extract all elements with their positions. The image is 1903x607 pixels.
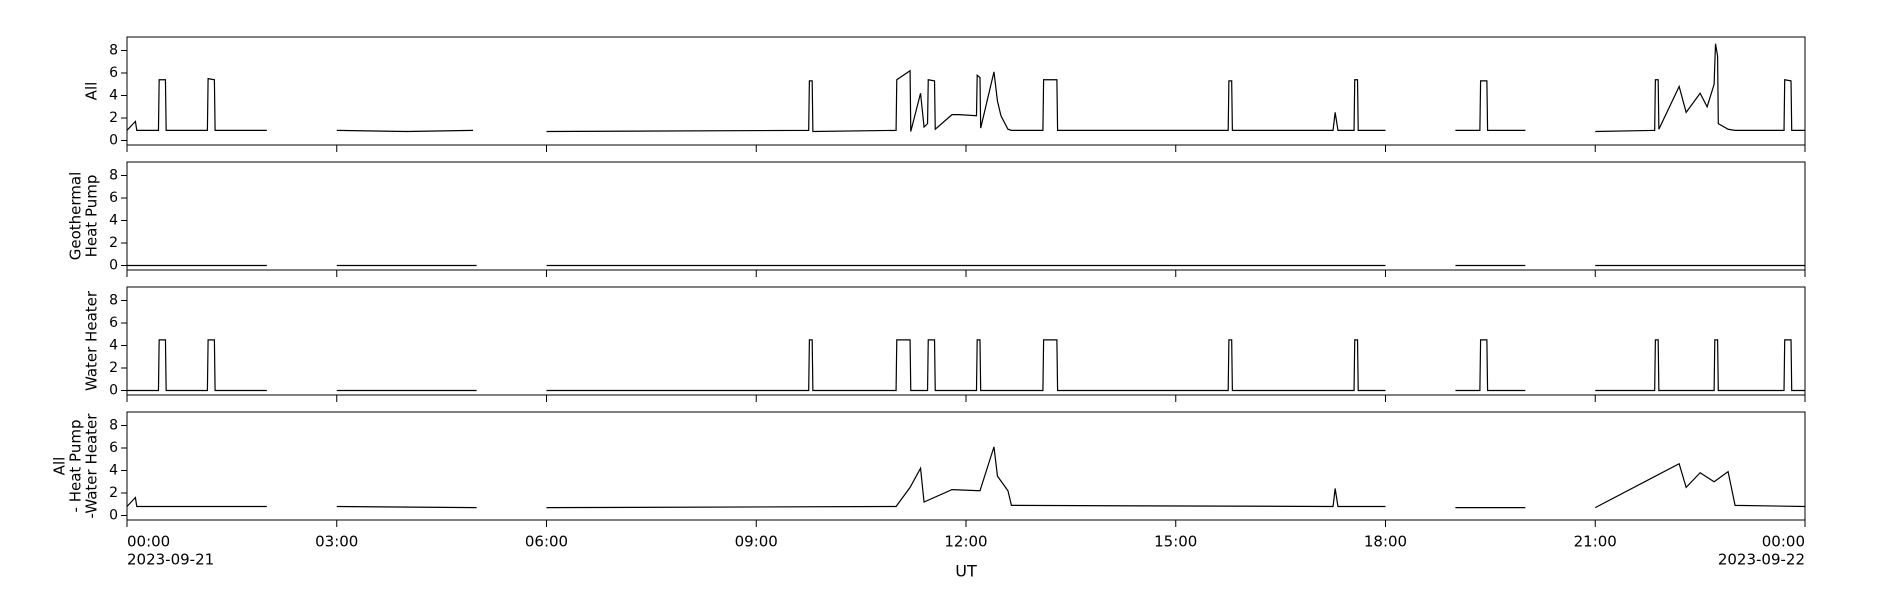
- y-tick-label: 2: [109, 110, 118, 126]
- x-tick-label: 06:00: [525, 533, 568, 551]
- y-axis-label: Water Heater: [83, 290, 101, 391]
- x-tick-label: 00:00: [127, 533, 170, 551]
- y-tick-label: 0: [109, 383, 118, 399]
- y-tick-label: 6: [109, 440, 118, 456]
- data-line: [126, 446, 1806, 509]
- y-axis-label: Heat Pump: [83, 175, 101, 258]
- panel-frame: [126, 36, 1806, 146]
- data-line: [126, 43, 1805, 133]
- x-tick-label: 00:00: [1762, 533, 1805, 551]
- y-tick-label: 8: [109, 293, 118, 309]
- x-tick-label: 09:00: [735, 533, 778, 551]
- x-tick-label: 21:00: [1574, 533, 1617, 551]
- panel-frame: [126, 286, 1806, 396]
- y-tick-label: 8: [109, 418, 118, 434]
- panel-frame: [126, 411, 1806, 521]
- y-axis-label: - Heat Pump: [67, 420, 85, 513]
- data-line: [127, 339, 1805, 392]
- y-tick-label: 0: [109, 508, 118, 524]
- y-tick-label: 4: [109, 338, 118, 354]
- y-axis-label: Geothermal: [67, 172, 85, 261]
- y-axis-label: All: [83, 82, 101, 101]
- x-tick-label: 18:00: [1364, 533, 1407, 551]
- y-axis-label: All: [51, 457, 69, 476]
- x-axis-label: UT: [955, 562, 977, 581]
- y-tick-label: 6: [109, 190, 118, 206]
- y-tick-label: 0: [109, 133, 118, 149]
- y-tick-label: 4: [109, 213, 118, 229]
- x-tick-label: 15:00: [1154, 533, 1197, 551]
- y-tick-label: 2: [109, 485, 118, 501]
- x-tick-label: 12:00: [944, 533, 987, 551]
- y-axis-label: -Water Heater: [83, 413, 101, 519]
- y-tick-label: 4: [109, 463, 118, 479]
- y-tick-label: 8: [109, 168, 118, 184]
- y-tick-label: 2: [109, 360, 118, 376]
- panel-frame: [126, 161, 1806, 271]
- x-date-label: 2023-09-21: [127, 551, 214, 569]
- y-tick-label: 4: [109, 88, 118, 104]
- y-tick-label: 8: [109, 43, 118, 59]
- y-tick-label: 6: [109, 65, 118, 81]
- y-tick-label: 2: [109, 235, 118, 251]
- y-tick-label: 0: [109, 258, 118, 274]
- x-date-label: 2023-09-22: [1718, 551, 1805, 569]
- y-tick-label: 6: [109, 315, 118, 331]
- x-tick-label: 03:00: [315, 533, 358, 551]
